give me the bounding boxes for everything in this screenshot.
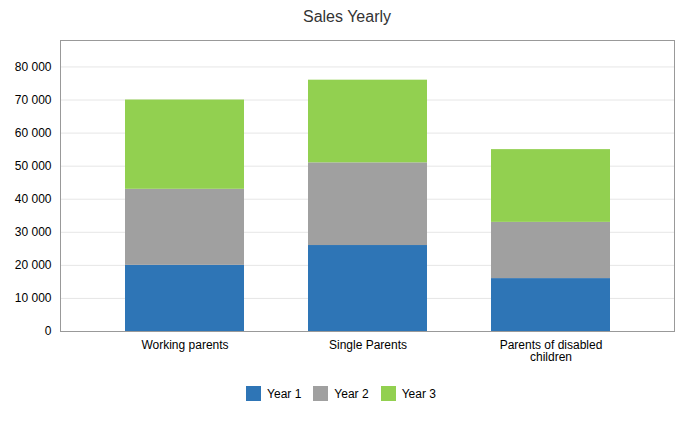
svg-text:70 000: 70 000 (15, 93, 52, 107)
svg-text:Working parents: Working parents (141, 338, 228, 352)
svg-text:30 000: 30 000 (15, 225, 52, 239)
svg-text:60 000: 60 000 (15, 126, 52, 140)
html-text:Year 1: Year 1 (267, 386, 302, 401)
svg-text:80 000: 80 000 (15, 60, 52, 74)
svg-text:0: 0 (45, 324, 52, 338)
html-text:Year 3: Year 3 (401, 386, 436, 401)
html-text:Year 2: Year 2 (334, 386, 369, 401)
html-text:Sales Yearly: Sales Yearly (303, 8, 391, 25)
svg-text:40 000: 40 000 (15, 192, 52, 206)
svg-text:10 000: 10 000 (15, 291, 52, 305)
svg-text:50 000: 50 000 (15, 159, 52, 173)
svg-text:Single Parents: Single Parents (329, 338, 407, 352)
svg-text:Parents of disabledchildren: Parents of disabledchildren (500, 338, 603, 364)
svg-text:20 000: 20 000 (15, 258, 52, 272)
